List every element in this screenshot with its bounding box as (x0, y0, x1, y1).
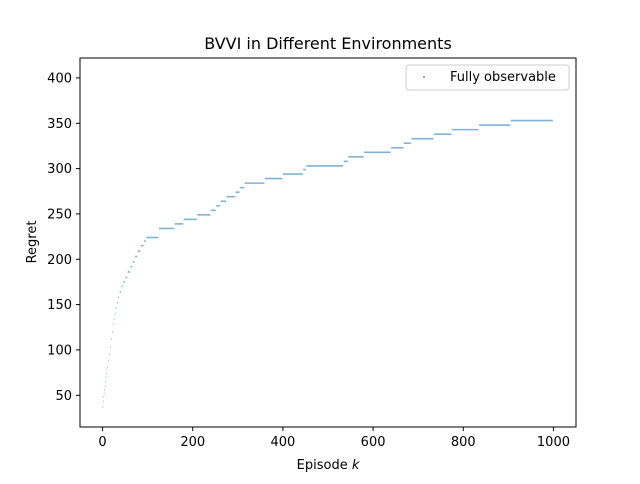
series-layer (102, 119, 553, 408)
chart-title: BVVI in Different Environments (204, 34, 452, 53)
y-tick-label: 300 (47, 162, 72, 177)
x-tick-label: 0 (98, 435, 106, 450)
legend-marker (423, 76, 425, 78)
y-axis: 50 100 150 200 250 300 350 400 (47, 71, 80, 404)
y-tick-label: 350 (47, 117, 72, 132)
y-tick-label: 100 (47, 343, 72, 358)
y-tick-label: 200 (47, 253, 72, 268)
x-tick-label: 400 (270, 435, 295, 450)
x-axis-label-variable: k (352, 458, 360, 473)
y-tick-label: 250 (47, 207, 72, 222)
y-axis-label: Regret (25, 221, 40, 264)
legend-box (405, 64, 570, 91)
x-tick-label: 600 (361, 435, 386, 450)
y-tick-label: 50 (55, 389, 72, 404)
x-tick-label: 1000 (537, 435, 570, 450)
x-axis-label: Episode k (297, 458, 360, 473)
series-0 (102, 119, 553, 408)
x-axis: 0 200 400 600 800 1000 (98, 427, 570, 450)
plot-frame (79, 57, 577, 428)
legend-label: Fully observable (450, 70, 556, 85)
x-tick-label: 200 (180, 435, 205, 450)
legend: Fully observable (405, 64, 570, 91)
y-tick-label: 400 (47, 71, 72, 86)
y-tick-label: 150 (47, 298, 72, 313)
x-tick-label: 800 (451, 435, 476, 450)
